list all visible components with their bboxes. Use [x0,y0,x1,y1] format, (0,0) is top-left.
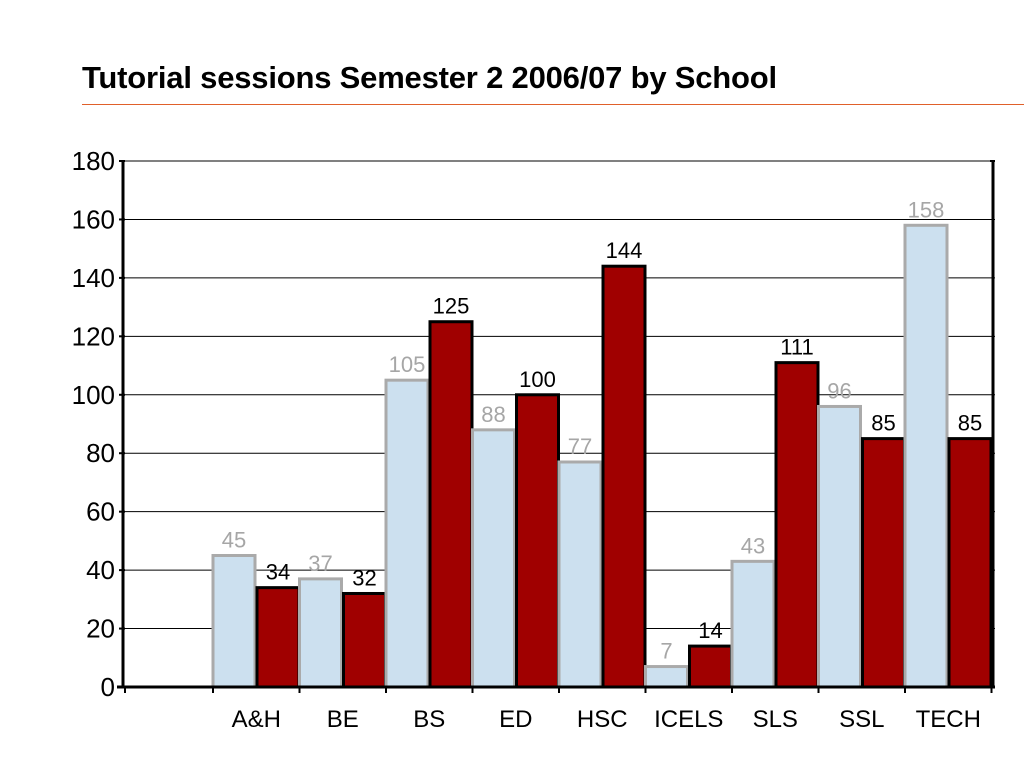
x-tick-label: A&H [232,706,281,733]
y-tick-label: 160 [72,204,115,234]
data-label-series-a: 45 [222,528,246,553]
data-label-series-b: 85 [871,411,895,436]
data-label-series-b: 100 [519,367,556,392]
x-tick-label: TECH [916,706,981,733]
bar-series-b [774,361,820,689]
data-label-series-b: 125 [433,294,470,319]
data-label-series-a: 7 [660,639,672,664]
data-label-series-b: 34 [266,560,290,585]
title-underline [82,104,1024,105]
bar-series-b [428,320,474,689]
bar-series-b [688,644,733,689]
bar-series-a [644,665,689,689]
bar-series-b [947,437,993,689]
data-label-series-a: 77 [568,434,592,459]
data-label-series-b: 144 [606,238,643,263]
bar-series-a [211,554,257,689]
bar-series-a [298,577,343,689]
y-tick-label: 80 [86,438,115,468]
bar-series-b [515,393,560,689]
y-tick-label: 180 [72,146,115,176]
data-label-series-b: 32 [352,565,376,590]
page-title: Tutorial sessions Semester 2 2006/07 by … [82,60,777,95]
y-tick-label: 120 [72,321,115,351]
y-tick-label: 100 [72,380,115,410]
data-label-series-a: 37 [308,551,332,576]
x-tick-label: SLS [753,706,798,733]
bar-series-a [903,223,949,689]
y-tick-label: 0 [101,672,115,702]
y-tick-label: 20 [86,614,115,644]
x-tick-label: BS [413,706,445,733]
data-label-series-a: 88 [481,402,505,427]
x-tick-label: SSL [839,706,884,733]
bar-series-b [601,264,647,689]
data-label-series-b: 85 [958,411,982,436]
x-axis: A&H BE BS ED HSC ICELS SLS SSL TECH [117,685,995,733]
y-axis: 0 20 40 60 80 100 120 140 160 180 [72,146,125,702]
bar-series-a [730,559,776,689]
data-label-series-a: 158 [908,197,945,222]
bar-series-a [557,460,603,689]
y-tick-label: 40 [86,555,115,585]
data-labels: 45 34 37 32 105 125 88 100 77 144 7 14 43 111 96 85 158 8… [222,197,982,663]
bar-series-b [255,586,301,689]
bars [211,223,993,689]
bar-series-b [342,591,387,689]
bar-series-a [384,378,430,689]
y-tick-label: 60 [86,497,115,527]
y-tick-label: 140 [72,263,115,293]
bar-series-a [817,404,862,689]
data-label-series-a: 43 [741,533,765,558]
x-tick-label: HSC [577,706,628,733]
data-label-series-a: 96 [827,378,851,403]
x-tick-label: ED [499,706,532,733]
bar-series-b [861,437,906,689]
x-tick-label: ICELS [654,706,723,733]
x-tick-label: BE [327,706,359,733]
data-label-series-b: 14 [698,618,722,643]
bar-series-a [471,428,516,689]
data-label-series-b: 111 [780,335,813,360]
data-label-series-a: 105 [389,352,426,377]
